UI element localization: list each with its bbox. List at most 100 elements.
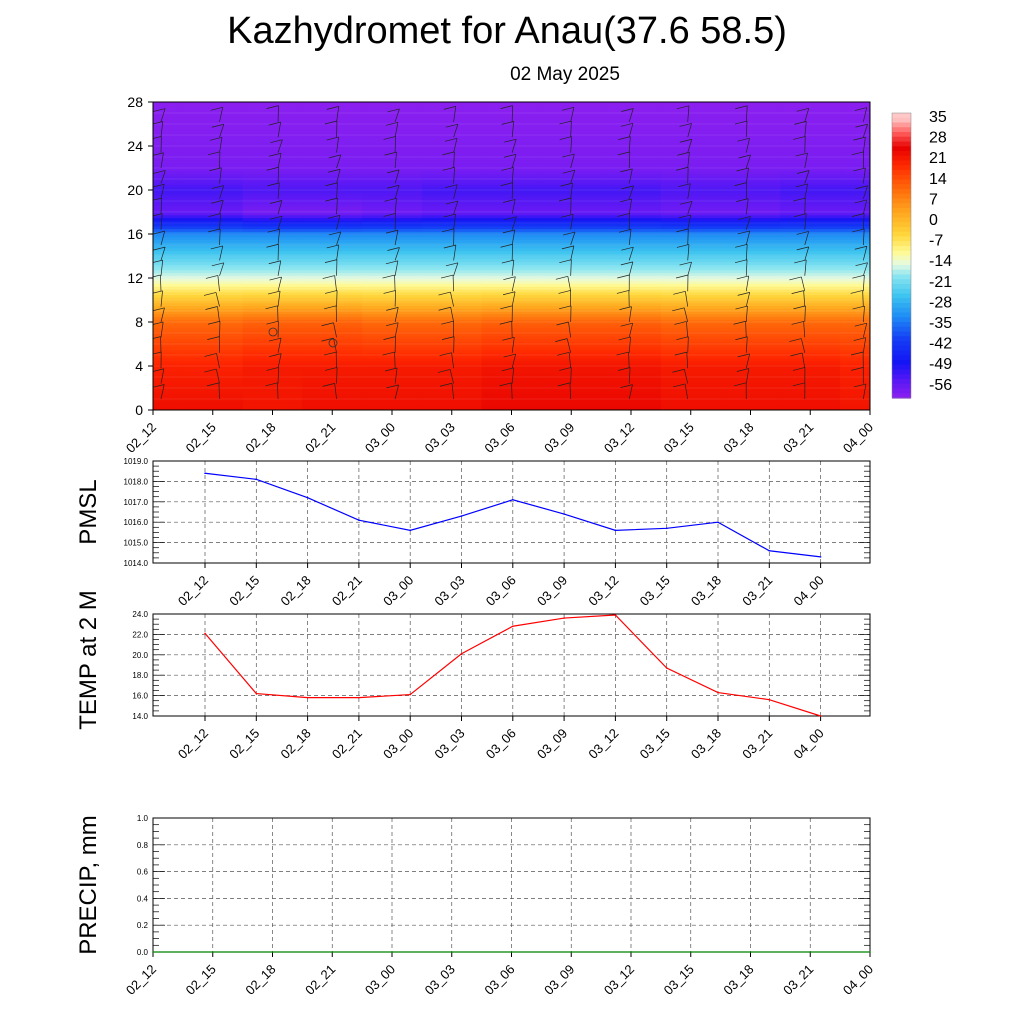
heatmap-cell (720, 366, 782, 370)
wind-barb-flag (790, 352, 803, 357)
wind-barb-flag (794, 259, 807, 264)
heatmap-cell (840, 327, 870, 331)
y-tick-label: 1.0 (137, 814, 149, 823)
wind-barb (219, 124, 225, 138)
x-tick-label: 03_18 (720, 420, 756, 456)
heatmap-cell (541, 206, 603, 210)
heatmap-cell (421, 341, 483, 345)
data-point (510, 951, 513, 953)
data-point (358, 696, 360, 699)
wind-barb-flag (385, 121, 399, 126)
heatmap-cell (840, 374, 870, 378)
heatmap-cell (840, 401, 870, 406)
heatmap-cell (242, 407, 304, 410)
heatmap-cell (302, 151, 364, 155)
heatmap-cell (780, 140, 842, 144)
wind-barb (394, 198, 397, 215)
wind-barb-flag (321, 322, 334, 327)
heatmap-cell (541, 176, 603, 180)
heatmap-cell (182, 269, 244, 274)
heatmap-cell (541, 399, 603, 403)
wind-barb (511, 276, 516, 292)
heatmap-cell (780, 102, 842, 106)
heatmap-cell (840, 148, 870, 153)
wind-barb-flag (211, 185, 224, 189)
wind-barb (745, 259, 748, 276)
heatmap-cell (362, 225, 423, 230)
heatmap-cell (153, 192, 184, 197)
wind-barb (862, 262, 868, 276)
wind-barb (570, 245, 575, 261)
wind-barb (686, 352, 689, 369)
heatmap-cell (153, 148, 184, 153)
heatmap-cell (421, 157, 483, 161)
heatmap-cell (481, 146, 543, 150)
wind-barb (336, 367, 338, 384)
heatmap-cell (242, 357, 304, 362)
heatmap-cell (660, 247, 722, 252)
data-point (204, 632, 206, 635)
heatmap-cell (362, 253, 423, 257)
heatmap-cell (182, 223, 244, 227)
wind-barb (804, 152, 808, 169)
heatmap-cell (153, 187, 184, 191)
heatmap-cell (362, 371, 423, 375)
wind-barb-flag (443, 213, 456, 218)
wind-barb-flag (387, 247, 400, 251)
wind-barb-flag (499, 382, 512, 387)
heatmap-cell (421, 247, 483, 252)
heatmap-cell (242, 253, 304, 257)
heatmap-cell (840, 275, 870, 279)
y-tick-label: 1014.0 (124, 559, 149, 568)
wind-barb (453, 151, 455, 169)
heatmap-cell (481, 294, 543, 298)
heatmap-cell (182, 231, 244, 235)
heatmap-cell (421, 236, 483, 241)
heatmap-cell (660, 159, 722, 164)
heatmap-cell (242, 264, 304, 268)
wind-barb (628, 108, 634, 122)
heatmap-cell (362, 192, 423, 197)
heatmap-cell (153, 278, 184, 282)
heatmap-cell (601, 132, 662, 136)
grid (153, 613, 870, 717)
heatmap-cell (541, 363, 603, 367)
heatmap-cell (780, 110, 842, 114)
heatmap-cell (182, 113, 244, 117)
heatmap-cell (660, 110, 722, 114)
heatmap-cell (242, 159, 304, 164)
heatmap-cell (840, 140, 870, 144)
heatmap-cell (153, 129, 184, 133)
wind-barb-flag (791, 321, 804, 325)
heatmap-cell (481, 401, 543, 406)
wind-barb (511, 139, 517, 153)
wind-barb-flag (325, 197, 338, 202)
heatmap-cell (302, 192, 364, 197)
heatmap-cell (541, 126, 603, 131)
heatmap-cell (182, 124, 244, 128)
heatmap-cell (481, 209, 543, 213)
heatmap-cell (153, 322, 184, 326)
wind-barb (336, 136, 339, 153)
heatmap-cell (153, 170, 184, 175)
heatmap-cell (840, 231, 870, 235)
wind-barb (570, 231, 576, 246)
heatmap-cell (302, 236, 364, 241)
wind-barb-flag (268, 337, 282, 342)
heatmap-cell (481, 338, 543, 342)
heatmap-cell (541, 322, 603, 326)
heatmap-cell (302, 159, 364, 164)
heatmap-cell (182, 286, 244, 290)
heatmap-cell (660, 170, 722, 175)
heatmap-cell (302, 247, 364, 252)
wind-barb-flag (267, 228, 280, 233)
colorbar-swatch (892, 369, 911, 375)
heatmap-cell (242, 327, 304, 331)
wind-barb (745, 198, 749, 215)
heatmap-cell (720, 124, 782, 128)
colorbar-swatch (892, 341, 911, 347)
heatmap-cell (720, 297, 782, 301)
heatmap-cell (153, 319, 184, 323)
heatmap-cell (182, 165, 244, 169)
